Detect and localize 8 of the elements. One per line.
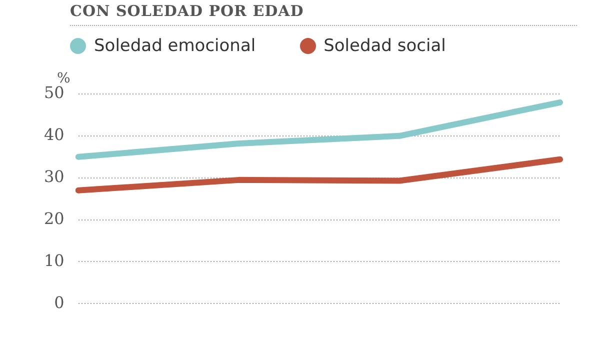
y-tick-label: 10 (44, 250, 64, 270)
chart-title: CON SOLEDAD POR EDAD (70, 2, 304, 20)
y-tick-label: 40 (44, 125, 64, 144)
y-tick-label: 0 (54, 292, 64, 312)
y-tick-label: 30 (44, 166, 64, 186)
y-tick-label: 20 (44, 208, 64, 228)
legend-label: Soledad emocional (94, 36, 256, 56)
legend-label: Soledad social (324, 36, 446, 56)
